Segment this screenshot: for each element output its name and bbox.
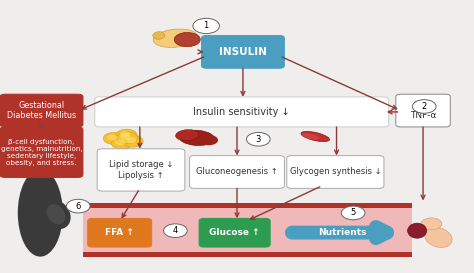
Circle shape xyxy=(66,199,90,213)
FancyBboxPatch shape xyxy=(88,218,152,247)
Ellipse shape xyxy=(153,29,198,48)
Circle shape xyxy=(120,131,130,137)
Text: β-cell dysfunction,
genetics, malnutrition,
sedentary lifestyle,
obesity, and st: β-cell dysfunction, genetics, malnutriti… xyxy=(0,139,82,166)
Circle shape xyxy=(246,132,270,146)
Circle shape xyxy=(122,135,143,147)
Ellipse shape xyxy=(153,32,165,39)
Circle shape xyxy=(120,134,131,140)
Text: 2: 2 xyxy=(421,102,427,111)
Text: Gestational
Diabetes Mellitus: Gestational Diabetes Mellitus xyxy=(7,101,76,120)
Ellipse shape xyxy=(408,223,427,238)
Text: Gluconeogenesis ↑: Gluconeogenesis ↑ xyxy=(196,168,278,176)
Text: Lipid storage ↓
Lipolysis ↑: Lipid storage ↓ Lipolysis ↑ xyxy=(109,160,173,180)
Circle shape xyxy=(26,152,56,170)
Circle shape xyxy=(117,132,137,144)
Circle shape xyxy=(193,18,219,34)
Circle shape xyxy=(115,140,126,146)
Text: Glycogen synthesis ↓: Glycogen synthesis ↓ xyxy=(290,168,381,176)
Ellipse shape xyxy=(301,131,329,142)
Ellipse shape xyxy=(175,130,199,141)
FancyBboxPatch shape xyxy=(0,94,83,127)
FancyBboxPatch shape xyxy=(95,97,389,127)
Text: Insulin sensitivity ↓: Insulin sensitivity ↓ xyxy=(193,107,290,117)
FancyBboxPatch shape xyxy=(190,156,284,188)
Text: PGH
TNF-α: PGH TNF-α xyxy=(410,101,436,120)
Circle shape xyxy=(103,132,124,144)
FancyBboxPatch shape xyxy=(0,127,83,177)
Circle shape xyxy=(126,137,137,143)
Text: 1: 1 xyxy=(203,22,209,30)
Circle shape xyxy=(412,100,436,113)
Circle shape xyxy=(111,137,132,149)
Circle shape xyxy=(164,224,187,238)
Ellipse shape xyxy=(199,135,218,145)
Text: 3: 3 xyxy=(255,135,261,144)
FancyBboxPatch shape xyxy=(97,149,185,191)
Ellipse shape xyxy=(41,200,71,229)
Text: INSULIN: INSULIN xyxy=(219,47,267,57)
Text: 6: 6 xyxy=(75,202,81,210)
Circle shape xyxy=(107,135,118,141)
Ellipse shape xyxy=(46,204,65,224)
Ellipse shape xyxy=(174,32,200,47)
Bar xyxy=(83,203,412,208)
Ellipse shape xyxy=(179,130,214,146)
Text: Glucose ↑: Glucose ↑ xyxy=(210,228,260,237)
FancyBboxPatch shape xyxy=(201,35,284,68)
Text: FFA ↑: FFA ↑ xyxy=(105,228,134,237)
Ellipse shape xyxy=(425,228,452,247)
FancyBboxPatch shape xyxy=(287,156,384,188)
Ellipse shape xyxy=(18,169,63,257)
Bar xyxy=(83,252,412,257)
Circle shape xyxy=(116,129,137,141)
Circle shape xyxy=(341,206,365,220)
FancyBboxPatch shape xyxy=(199,218,270,247)
Ellipse shape xyxy=(301,133,319,140)
Circle shape xyxy=(421,218,442,230)
FancyBboxPatch shape xyxy=(396,94,450,127)
Bar xyxy=(83,203,412,257)
Bar xyxy=(37,163,46,171)
Text: 5: 5 xyxy=(350,209,356,217)
Text: 4: 4 xyxy=(173,226,178,235)
Text: Nutrients: Nutrients xyxy=(318,228,367,237)
